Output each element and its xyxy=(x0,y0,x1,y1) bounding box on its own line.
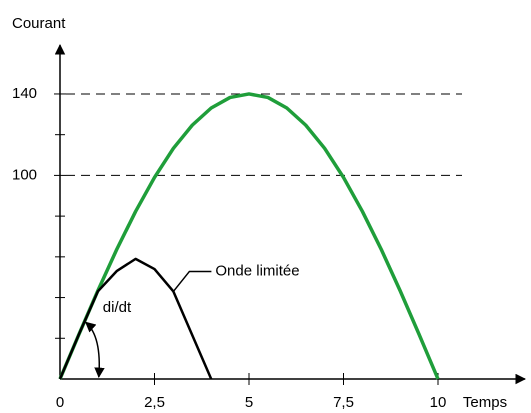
x-tick-label: 2,5 xyxy=(144,394,165,411)
plot-area: 100 140 0 2,5 5 7,5 10 Onde limitée di/dt xyxy=(12,44,526,411)
x-tick-label: 7,5 xyxy=(333,394,354,411)
x-tick-label: 0 xyxy=(56,394,64,411)
y-tick-label: 140 xyxy=(12,85,37,102)
line-series xyxy=(58,92,440,380)
annotation: Onde limitée xyxy=(215,262,299,279)
annotation: di/dt xyxy=(103,299,132,316)
y-tick-label: 100 xyxy=(12,166,37,183)
x-axis-label: Temps xyxy=(463,394,507,411)
x-tick-label: 10 xyxy=(430,394,447,411)
y-axis-label: Courant xyxy=(12,15,66,32)
line-series xyxy=(58,257,213,380)
leader-line xyxy=(172,270,212,292)
angle-arrow xyxy=(85,321,105,379)
x-tick-label: 5 xyxy=(245,394,253,411)
